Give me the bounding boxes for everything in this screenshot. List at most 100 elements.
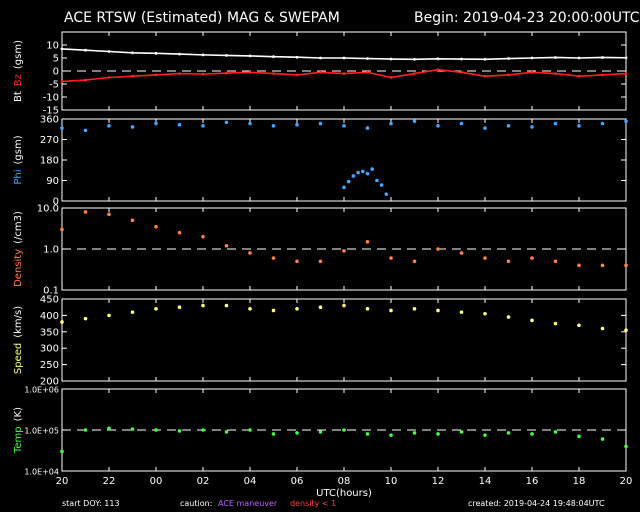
data-point-bz <box>507 73 510 77</box>
y-tick-label: 10 <box>46 41 59 52</box>
y-axis-label: Bt Bz (gsm) <box>13 40 24 102</box>
data-point-speed <box>83 316 88 321</box>
y-axis-label-part: Temp <box>13 426 24 454</box>
x-axis: 20 22 00 02 04 06 08 10 12 14 16 18 20 UTC(hours) <box>56 476 633 499</box>
y-axis-label-part: (/cm3) <box>13 211 24 244</box>
data-point-bt <box>366 57 369 60</box>
data-point-phi-low <box>384 192 389 196</box>
data-point-phi <box>436 124 440 128</box>
data-point-density <box>154 224 158 229</box>
data-point-phi <box>530 125 534 129</box>
data-point-bz <box>154 73 158 77</box>
data-point-temp <box>224 430 229 434</box>
data-point-bz <box>601 73 604 77</box>
data-point-phi <box>201 124 205 128</box>
panel-temp: 1.0E+06 1.0E+05 1.0E+04 Temp (K) <box>13 386 628 477</box>
panels: 10 5 0 -5 -10 -15 Bt Bz (gsm) 360 270 180 90 0 Phi (gsm… <box>13 31 628 477</box>
data-point-phi-low <box>365 171 370 176</box>
panel-speed: 450 400 350 300 250 200 Speed (km/s) <box>13 295 628 388</box>
y-tick-label: -15 <box>43 106 59 117</box>
data-point-phi <box>83 128 88 133</box>
data-point-phi <box>342 124 346 128</box>
data-point-speed <box>107 313 111 318</box>
data-point-density <box>83 210 88 214</box>
caution-maneuver: ACE maneuver <box>218 499 278 508</box>
data-point-density <box>248 251 252 255</box>
data-point-phi <box>295 122 299 127</box>
y-tick-label: 90 <box>46 176 59 187</box>
y-tick-label: 180 <box>40 156 59 167</box>
data-point-speed <box>177 305 182 310</box>
data-point-speed <box>295 307 299 311</box>
data-point-speed <box>600 326 605 331</box>
y-tick-label: 200 <box>40 377 59 388</box>
data-point-bz <box>554 72 557 75</box>
panel-phi: 360 270 180 90 0 Phi (gsm) <box>13 115 628 208</box>
x-tick-label: 06 <box>291 476 304 487</box>
y-tick-label: 450 <box>40 295 59 306</box>
data-point-temp <box>624 444 628 449</box>
start-doy: start DOY: 113 <box>62 499 120 508</box>
y-tick-label: 300 <box>40 344 59 355</box>
y-tick-label: 0 <box>53 197 59 208</box>
data-point-temp <box>600 437 605 441</box>
data-point-phi-low <box>342 185 346 190</box>
y-axis-label-part: Speed <box>13 343 24 374</box>
y-tick-label: 400 <box>40 311 59 322</box>
y-tick-label: 1.0E+06 <box>24 386 59 395</box>
data-point-speed <box>154 307 158 311</box>
y-axis-label: Speed (km/s) <box>13 306 24 374</box>
created-time: created: 2019-04-24 19:48:04UTC <box>468 499 605 508</box>
data-point-bz <box>248 70 252 74</box>
data-point-density <box>577 263 581 268</box>
y-tick-label: 5 <box>53 54 59 65</box>
data-point-phi <box>60 126 64 130</box>
y-tick-label: -5 <box>49 80 59 91</box>
data-point-speed <box>553 321 558 326</box>
data-point-bt <box>389 57 393 61</box>
data-point-speed <box>248 307 252 311</box>
data-point-temp <box>130 427 135 431</box>
data-point-density <box>483 256 487 260</box>
data-point-density <box>459 251 464 255</box>
panel-mag: 10 5 0 -5 -10 -15 Bt Bz (gsm) <box>13 31 628 117</box>
data-point-temp <box>342 428 346 432</box>
data-point-temp <box>154 428 158 432</box>
data-point-bt <box>319 56 322 60</box>
data-point-phi-low <box>346 179 351 184</box>
data-point-bz <box>84 78 87 82</box>
y-tick-label: 0.1 <box>43 286 59 297</box>
data-point-bz <box>107 76 111 79</box>
y-axis-label-part: (gsm) <box>13 40 24 69</box>
data-point-temp <box>506 431 511 435</box>
data-point-speed <box>389 308 393 313</box>
data-point-bz <box>436 68 440 72</box>
data-point-bt <box>436 57 440 61</box>
data-point-speed <box>624 328 628 332</box>
y-axis-label-part: (K) <box>13 407 24 421</box>
y-tick-label: 1.0E+05 <box>24 427 59 436</box>
data-point-temp <box>553 430 558 434</box>
data-point-bt <box>601 56 604 59</box>
series-bz-line <box>61 68 627 83</box>
x-tick-label: 08 <box>338 476 351 487</box>
data-point-density <box>318 259 323 264</box>
y-tick-label: 10.0 <box>37 204 59 215</box>
data-point-speed <box>365 307 370 311</box>
panel-density: 10.0 1.0 0.1 Density (/cm3) <box>13 204 628 297</box>
x-tick-label: 22 <box>103 476 116 487</box>
data-point-phi <box>177 122 182 127</box>
data-point-density <box>342 249 346 253</box>
y-axis-label-part: Phi <box>13 169 24 184</box>
y-tick-label: 1.0 <box>43 245 59 256</box>
data-point-density <box>412 259 417 264</box>
data-point-density <box>271 256 276 260</box>
x-axis-label: UTC(hours) <box>316 488 372 499</box>
data-point-bt <box>225 54 228 57</box>
data-point-temp <box>295 431 299 435</box>
data-point-temp <box>107 426 111 431</box>
x-tick-label: 18 <box>573 476 586 487</box>
y-axis-label-part: Density <box>13 249 24 287</box>
data-point-bt <box>342 56 346 60</box>
